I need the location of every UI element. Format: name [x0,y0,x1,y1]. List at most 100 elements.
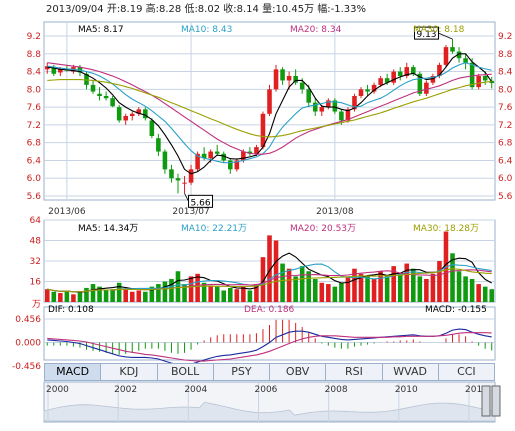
candle-body [84,73,89,85]
price-tick-right: 7.2 [498,121,512,131]
extreme-label-pointer [438,32,453,40]
tab-boll[interactable]: BOLL [157,363,214,381]
overview-year-label: 2012 [465,385,488,395]
candle-body [195,153,200,170]
volume-tick: 16 [30,278,42,288]
volume-bar [345,276,351,302]
volume-bar [339,282,344,302]
overview-year-label: 2002 [114,385,137,395]
candle-body [437,64,442,76]
candle-body [319,107,325,112]
volume-bar [241,286,246,302]
tab-obv[interactable]: OBV [270,363,327,381]
price-tick-right: 6.8 [498,139,513,149]
tab-kdj[interactable]: KDJ [101,363,158,381]
candle-body [188,169,194,183]
candle-body [352,96,357,110]
candle-body [371,84,377,92]
overview-year-label: 2004 [184,385,207,395]
candle-body [384,78,390,83]
tab-cci[interactable]: CCI [438,363,495,381]
volume-bar [463,276,468,302]
candle-body [476,76,481,88]
volume-bar [267,235,272,302]
candle-body [339,111,344,121]
price-tick-right: 5.6 [498,192,513,202]
volume-bar [64,290,70,302]
volume-ma5-line [47,252,492,293]
volume-bar [110,289,115,302]
overview-right-handle[interactable] [491,385,501,417]
volume-bar [221,290,227,302]
candle-body [280,69,285,81]
candle-body [306,89,312,103]
candle-body [430,76,436,83]
volume-bar [332,286,338,302]
volume-bar [469,278,475,302]
candle-body [136,109,142,114]
candle-body [129,113,135,116]
price-ma10-line [47,62,492,164]
extreme-label: 5.66 [191,198,211,208]
candle-body [273,69,279,90]
volume-bar [97,286,102,302]
volume-bar [90,284,96,302]
volume-bar [103,290,109,302]
price-tick-left: 8.8 [27,50,42,60]
tab-psy[interactable]: PSY [213,363,270,381]
volume-bar [424,278,429,302]
macd-legend-item: MACD: -0.155 [425,305,487,315]
candle-body [482,76,488,81]
volume-bar [84,287,89,302]
price-tick-left: 7.2 [27,121,41,131]
price-tick-right: 8.4 [498,68,513,78]
price-legend-item: MA20: 8.34 [290,25,342,35]
volume-bar [260,257,266,302]
price-tick-left: 5.6 [27,192,42,202]
price-tick-left: 6.0 [27,174,42,184]
candle-body [221,153,227,161]
volume-bar [195,273,200,302]
candle-body [404,67,410,76]
candle-body [123,116,128,121]
macd-tick: -0.456 [12,362,41,372]
volume-bar [116,282,122,302]
volume-bar [188,276,194,302]
macd-tick: 0.456 [15,315,41,325]
candle-body [286,76,292,81]
price-legend-item: MA30: 8.18 [413,25,465,35]
price-tick-right: 6.4 [498,156,513,166]
candle-body [51,67,57,74]
candle-body [234,160,240,170]
tab-rsi[interactable]: RSI [326,363,383,381]
candle-body [332,100,338,112]
candle-body [214,151,220,154]
candle-body [254,147,259,154]
candle-body [489,80,495,84]
volume-bar [156,284,161,302]
candle-body [378,78,383,85]
overview-left-handle[interactable] [481,385,491,417]
macd-dif-line [47,328,492,366]
candle-body [110,98,115,107]
volume-bar [129,291,135,302]
price-tick-right: 8.8 [498,50,513,60]
volume-bar [286,268,292,302]
volume-bar [182,284,187,302]
volume-bar [175,271,181,302]
volume-bar [234,289,240,302]
candle-body [443,47,449,65]
tab-macd[interactable]: MACD [44,363,102,381]
candle-body [345,109,351,121]
volume-bar [378,271,383,302]
volume-bar [71,294,76,302]
tab-wvad[interactable]: WVAD [382,363,439,381]
candle-body [241,151,246,161]
indicator-tab-bar: MACD KDJ BOLL PSY OBV RSI WVAD CCI [44,363,495,381]
volume-bar [489,289,495,302]
volume-bar [77,291,83,302]
candle-body [103,96,109,99]
candle-body [156,138,161,152]
volume-bar [162,281,168,302]
